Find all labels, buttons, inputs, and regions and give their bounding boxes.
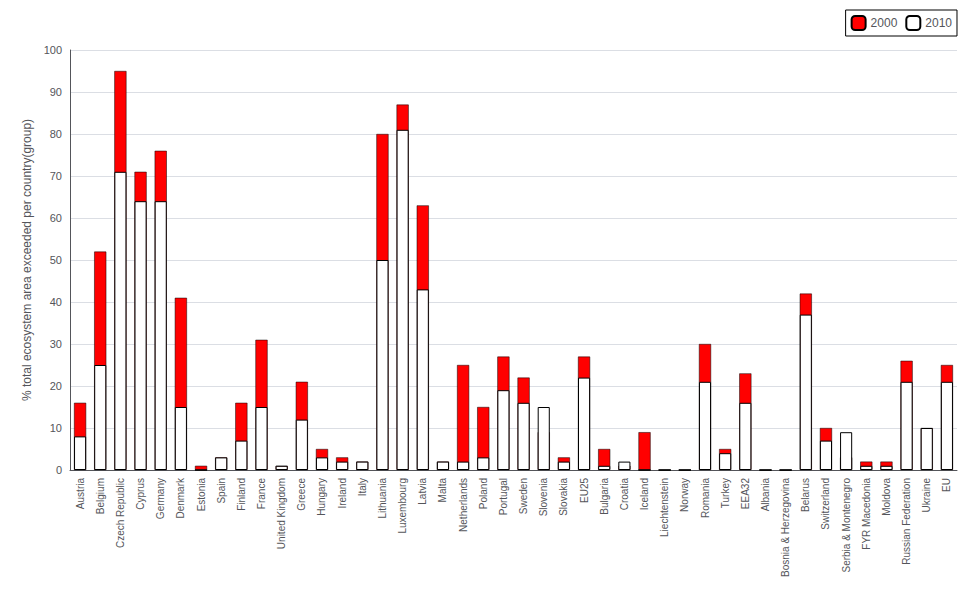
svg-text:Denmark: Denmark (175, 477, 186, 519)
svg-text:2000: 2000 (871, 16, 898, 30)
svg-text:20: 20 (50, 380, 62, 392)
svg-text:Poland: Poland (478, 478, 489, 509)
svg-text:Portugal: Portugal (498, 478, 509, 515)
svg-text:Belarus: Belarus (800, 478, 811, 512)
svg-text:Norway: Norway (679, 478, 690, 512)
svg-text:Moldova: Moldova (881, 478, 892, 516)
svg-text:Finland: Finland (236, 478, 247, 511)
svg-text:Belgium: Belgium (95, 478, 106, 514)
svg-text:Albania: Albania (760, 478, 771, 512)
svg-text:Hungary: Hungary (316, 478, 327, 516)
svg-text:FYR Macedonia: FYR Macedonia (861, 478, 872, 550)
svg-text:EU: EU (941, 478, 952, 492)
svg-text:Estonia: Estonia (196, 478, 207, 512)
svg-text:Bulgaria: Bulgaria (599, 478, 610, 515)
svg-text:Italy: Italy (357, 478, 368, 496)
svg-text:40: 40 (50, 296, 62, 308)
svg-text:50: 50 (50, 254, 62, 266)
svg-text:Lithuania: Lithuania (377, 478, 388, 519)
svg-text:60: 60 (50, 212, 62, 224)
svg-text:Sweden: Sweden (518, 478, 529, 514)
svg-text:Slovenia: Slovenia (538, 478, 549, 517)
svg-text:Russian Federation: Russian Federation (901, 478, 912, 565)
svg-text:Iceland: Iceland (639, 478, 650, 510)
svg-text:Ukraine: Ukraine (921, 478, 932, 513)
svg-text:Spain: Spain (216, 478, 227, 504)
svg-text:Switzerland: Switzerland (820, 478, 831, 530)
svg-text:2010: 2010 (925, 16, 952, 30)
svg-text:Liechtenstein: Liechtenstein (659, 478, 670, 537)
svg-text:Austria: Austria (75, 478, 86, 510)
svg-text:30: 30 (50, 338, 62, 350)
svg-text:Germany: Germany (155, 478, 166, 519)
svg-text:Romania: Romania (700, 478, 711, 518)
svg-text:Turkey: Turkey (720, 478, 731, 508)
svg-text:10: 10 (50, 422, 62, 434)
svg-text:EU25: EU25 (579, 478, 590, 503)
svg-text:Serbia & Montenegro: Serbia & Montenegro (841, 478, 852, 573)
svg-text:70: 70 (50, 170, 62, 182)
svg-text:Luxembourg: Luxembourg (397, 478, 408, 534)
svg-text:80: 80 (50, 128, 62, 140)
svg-text:Malta: Malta (437, 478, 448, 503)
svg-text:Ireland: Ireland (337, 478, 348, 509)
svg-text:0: 0 (56, 464, 62, 476)
svg-text:100: 100 (44, 44, 62, 56)
svg-text:France: France (256, 478, 267, 510)
svg-text:Latvia: Latvia (417, 478, 428, 505)
svg-text:Bosnia & Herzegovina: Bosnia & Herzegovina (780, 478, 791, 577)
svg-text:Czech Republic: Czech Republic (115, 478, 126, 548)
svg-text:Slovakia: Slovakia (558, 478, 569, 516)
svg-text:90: 90 (50, 86, 62, 98)
svg-text:% total ecosystem area exceede: % total ecosystem area exceeded per coun… (20, 119, 34, 401)
svg-text:United Kingdom: United Kingdom (276, 478, 287, 549)
svg-text:EEA32: EEA32 (740, 478, 751, 510)
svg-text:Cyprus: Cyprus (135, 478, 146, 510)
svg-text:Croatia: Croatia (619, 478, 630, 511)
svg-text:Netherlands: Netherlands (458, 478, 469, 532)
svg-text:Greece: Greece (296, 478, 307, 511)
